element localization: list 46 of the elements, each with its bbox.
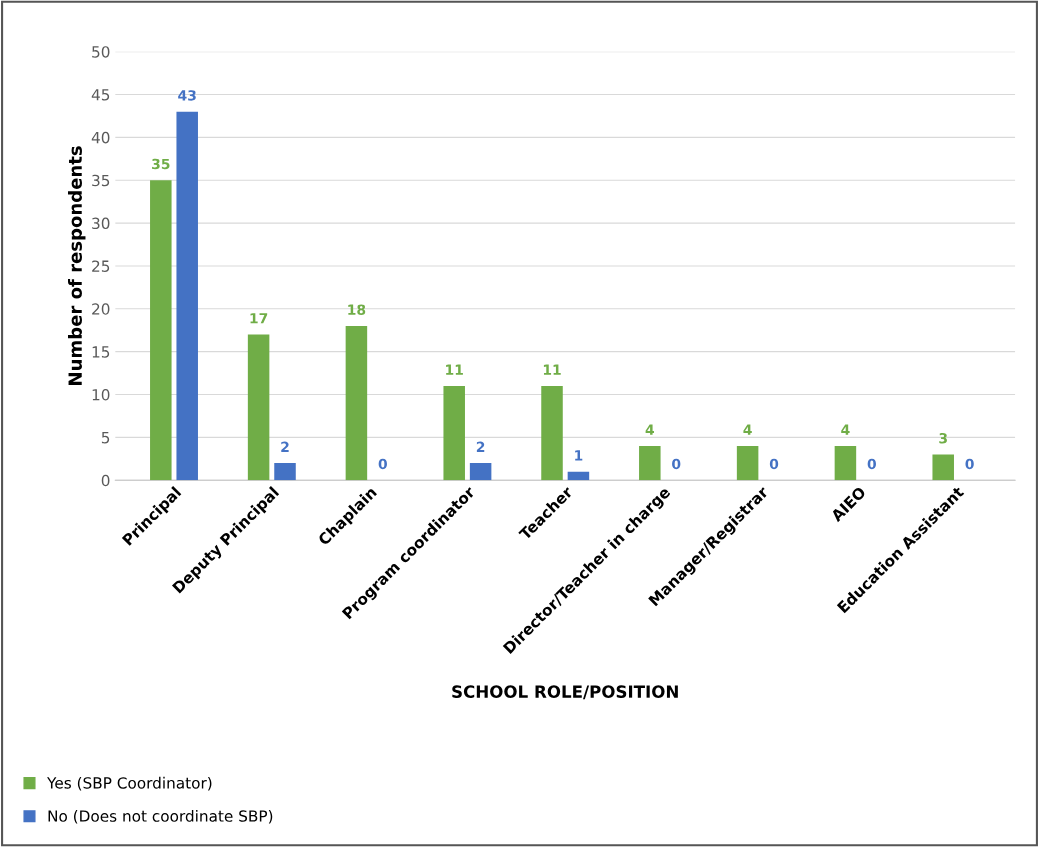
data-label: 4 — [645, 424, 655, 435]
data-label: 0 — [672, 458, 681, 470]
y-tick-label: 30 — [92, 217, 110, 230]
y-tick-label: 15 — [92, 346, 110, 358]
bar — [639, 445, 661, 481]
data-label: 4 — [743, 424, 752, 435]
y-tick-label: 25 — [92, 260, 110, 272]
data-label: 0 — [378, 458, 387, 470]
y-tick-label: 5 — [101, 432, 110, 444]
y-tick-label: 45 — [91, 89, 110, 101]
data-label: 17 — [250, 313, 268, 324]
y-tick-label: 50 — [92, 46, 110, 58]
bar — [834, 445, 857, 481]
data-label: 11 — [543, 364, 561, 375]
data-label: 0 — [769, 458, 779, 470]
bar — [247, 334, 270, 481]
y-tick-label: 40 — [91, 131, 110, 144]
data-label: 2 — [476, 441, 485, 452]
bar — [176, 111, 198, 481]
bar — [567, 471, 590, 481]
y-tick-label: 20 — [92, 303, 110, 315]
bar — [150, 180, 172, 481]
x-axis-title: SCHOOL ROLE/POSITION — [452, 685, 678, 700]
bar — [345, 325, 368, 481]
legend-label: No (Does not coordinate SBP) — [48, 809, 273, 824]
data-label: 0 — [867, 458, 876, 470]
bar — [541, 385, 563, 481]
data-label: 11 — [446, 364, 463, 375]
bar — [443, 385, 465, 481]
data-label: 35 — [152, 158, 170, 170]
legend-label: Yes (SBP Coordinator) — [47, 776, 212, 791]
y-tick-label: 35 — [92, 174, 110, 187]
y-tick-label: 10 — [92, 389, 110, 401]
bar — [469, 463, 492, 481]
bar — [736, 445, 759, 481]
data-label: 1 — [575, 450, 583, 461]
data-label: 43 — [178, 90, 196, 101]
data-label: 3 — [939, 433, 947, 444]
y-axis-title: Number of respondents — [68, 146, 86, 385]
bar — [274, 463, 296, 481]
data-label: 18 — [348, 304, 366, 315]
y-tick-label: 0 — [101, 474, 110, 487]
data-label: 2 — [281, 441, 289, 452]
data-label: 4 — [841, 424, 850, 435]
data-label: 0 — [965, 458, 974, 470]
bar — [932, 454, 954, 481]
